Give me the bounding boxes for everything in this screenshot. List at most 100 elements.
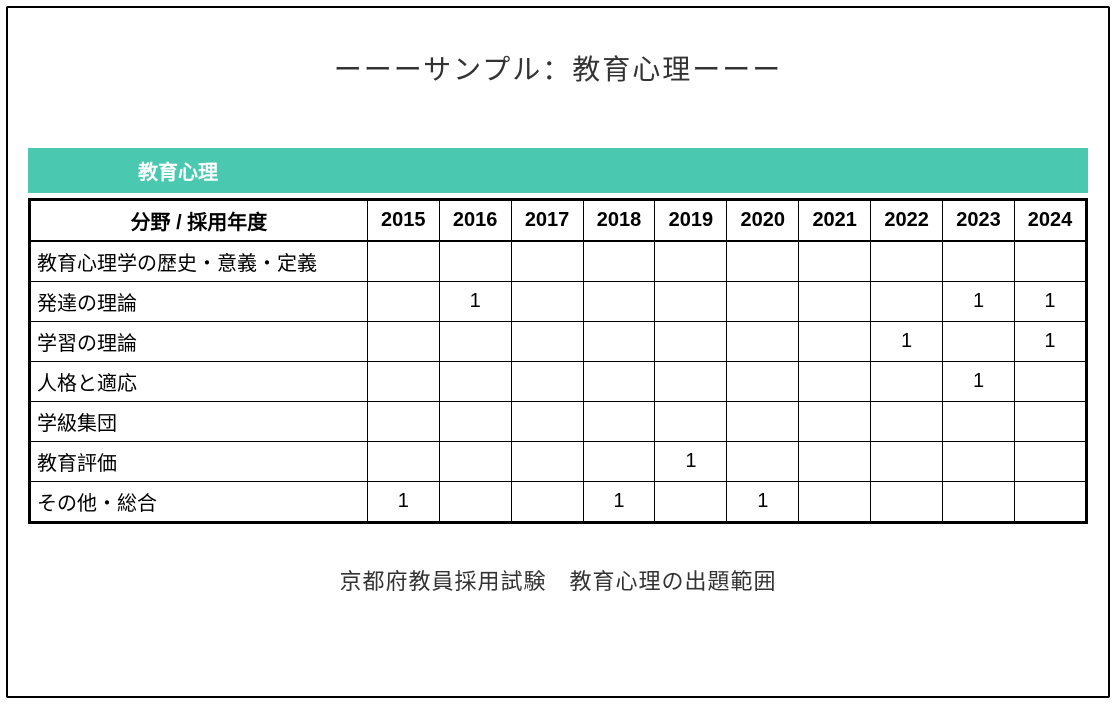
year-header: 2022 [871, 200, 943, 242]
table-row: その他・総合111 [30, 482, 1087, 523]
table-row: 学級集団 [30, 402, 1087, 442]
value-cell [943, 482, 1015, 523]
value-cell: 1 [655, 442, 727, 482]
table-row: 教育心理学の歴史・意義・定義 [30, 241, 1087, 282]
year-header: 2023 [943, 200, 1015, 242]
value-cell [511, 282, 583, 322]
value-cell [1014, 442, 1086, 482]
value-cell [1014, 402, 1086, 442]
value-cell [655, 402, 727, 442]
value-cell: 1 [367, 482, 439, 523]
value-cell: 1 [1014, 282, 1086, 322]
value-cell [583, 241, 655, 282]
value-cell [439, 362, 511, 402]
row-label: 人格と適応 [30, 362, 368, 402]
value-cell [511, 442, 583, 482]
value-cell [727, 322, 799, 362]
value-cell [871, 482, 943, 523]
value-cell [367, 322, 439, 362]
value-cell [583, 402, 655, 442]
year-header: 2017 [511, 200, 583, 242]
value-cell [943, 241, 1015, 282]
value-cell: 1 [583, 482, 655, 523]
value-cell [871, 442, 943, 482]
value-cell [799, 442, 871, 482]
value-cell [367, 241, 439, 282]
value-cell [799, 322, 871, 362]
value-cell [367, 362, 439, 402]
value-cell [1014, 241, 1086, 282]
topic-year-table: 分野 / 採用年度 2015 2016 2017 2018 2019 2020 … [28, 198, 1088, 524]
value-cell [799, 241, 871, 282]
value-cell [871, 241, 943, 282]
value-cell [727, 241, 799, 282]
section-header: 教育心理 [28, 148, 1088, 193]
value-cell: 1 [439, 282, 511, 322]
year-header: 2020 [727, 200, 799, 242]
table-header-row: 分野 / 採用年度 2015 2016 2017 2018 2019 2020 … [30, 200, 1087, 242]
value-cell [511, 322, 583, 362]
value-cell [871, 402, 943, 442]
value-cell [439, 241, 511, 282]
value-cell [727, 362, 799, 402]
row-label: 教育心理学の歴史・意義・定義 [30, 241, 368, 282]
value-cell [439, 442, 511, 482]
document-frame: ーーーサンプル：教育心理ーーー 教育心理 分野 / 採用年度 2015 2016… [6, 6, 1110, 698]
value-cell [367, 402, 439, 442]
value-cell [871, 282, 943, 322]
table-row: 教育評価 1 [30, 442, 1087, 482]
value-cell [655, 241, 727, 282]
table-row: 学習の理論 1 1 [30, 322, 1087, 362]
value-cell [367, 282, 439, 322]
year-header: 2024 [1014, 200, 1086, 242]
value-cell: 1 [727, 482, 799, 523]
value-cell: 1 [943, 362, 1015, 402]
value-cell [511, 362, 583, 402]
value-cell [583, 322, 655, 362]
page-title: ーーーサンプル：教育心理ーーー [28, 48, 1088, 88]
value-cell [583, 282, 655, 322]
year-header: 2016 [439, 200, 511, 242]
header-label: 分野 / 採用年度 [30, 200, 368, 242]
value-cell: 1 [1014, 322, 1086, 362]
value-cell [799, 362, 871, 402]
value-cell [871, 362, 943, 402]
value-cell [943, 322, 1015, 362]
value-cell: 1 [871, 322, 943, 362]
value-cell [439, 482, 511, 523]
value-cell [583, 362, 655, 402]
row-label: 学習の理論 [30, 322, 368, 362]
value-cell [799, 482, 871, 523]
table-row: 発達の理論111 [30, 282, 1087, 322]
row-label: 学級集団 [30, 402, 368, 442]
value-cell [943, 402, 1015, 442]
value-cell [367, 442, 439, 482]
value-cell [439, 402, 511, 442]
row-label: その他・総合 [30, 482, 368, 523]
value-cell [1014, 362, 1086, 402]
caption: 京都府教員採用試験 教育心理の出題範囲 [28, 564, 1088, 596]
value-cell [655, 322, 727, 362]
value-cell [799, 282, 871, 322]
year-header: 2019 [655, 200, 727, 242]
value-cell [583, 442, 655, 482]
value-cell [943, 442, 1015, 482]
value-cell [655, 282, 727, 322]
year-header: 2015 [367, 200, 439, 242]
table-row: 人格と適応 1 [30, 362, 1087, 402]
value-cell [439, 322, 511, 362]
row-label: 教育評価 [30, 442, 368, 482]
value-cell [1014, 482, 1086, 523]
value-cell [511, 241, 583, 282]
value-cell [655, 482, 727, 523]
value-cell [727, 442, 799, 482]
value-cell [799, 402, 871, 442]
value-cell [727, 402, 799, 442]
value-cell [655, 362, 727, 402]
value-cell [511, 402, 583, 442]
value-cell [511, 482, 583, 523]
row-label: 発達の理論 [30, 282, 368, 322]
value-cell: 1 [943, 282, 1015, 322]
year-header: 2018 [583, 200, 655, 242]
year-header: 2021 [799, 200, 871, 242]
